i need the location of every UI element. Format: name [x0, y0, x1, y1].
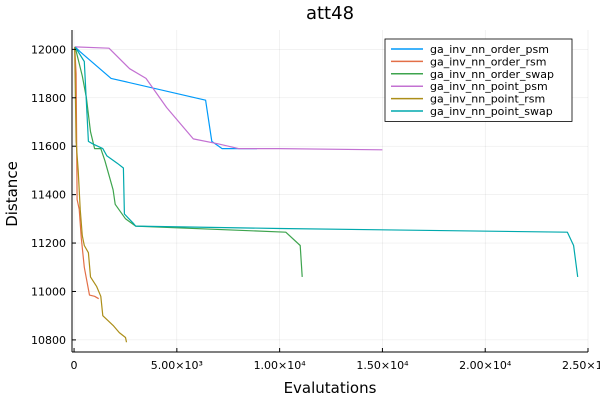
x-tick-label: 1.00×10⁴	[254, 359, 307, 372]
y-axis-label: Distance	[3, 161, 21, 227]
chart-title: att48	[306, 3, 354, 24]
legend-box	[384, 38, 573, 122]
series-line-ga_inv_nn_order_psm	[74, 46, 257, 150]
y-tick-label: 11200	[31, 237, 66, 250]
series-lines	[74, 46, 579, 343]
plot-frame	[71, 30, 588, 353]
x-axis-label: Evalutations	[284, 379, 377, 397]
y-tick-label: 11600	[31, 140, 66, 153]
series-line-ga_inv_nn_order_swap	[74, 46, 303, 277]
axis-ticks: 0 5.00×10³ 1.00×10⁴ 1.50×10⁴ 2.00×10⁴ 2.50×10…	[31, 43, 600, 372]
x-tick-label: 5.00×10³	[151, 359, 203, 372]
series-line-ga_inv_nn_order_rsm	[74, 46, 100, 300]
y-tick-label: 11000	[31, 285, 66, 298]
x-tick-label: 2.50×10⁴	[562, 359, 600, 372]
legend-label: ga_inv_nn_order_rsm	[430, 55, 547, 68]
legend-label: ga_inv_nn_order_psm	[430, 43, 549, 56]
legend: ga_inv_nn_order_psmga_inv_nn_order_rsmga…	[384, 38, 573, 122]
legend-label: ga_inv_nn_point_rsm	[430, 93, 545, 106]
x-tick-label: 1.50×10⁴	[356, 359, 409, 372]
y-tick-label: 11800	[31, 92, 66, 105]
x-tick-label: 0	[71, 359, 78, 372]
series-line-ga_inv_nn_point_swap	[74, 46, 579, 277]
y-tick-label: 10800	[31, 334, 66, 347]
legend-label: ga_inv_nn_point_swap	[430, 105, 553, 118]
series-line-ga_inv_nn_point_rsm	[74, 46, 128, 343]
y-tick-label: 12000	[31, 43, 66, 56]
legend-label: ga_inv_nn_point_psm	[430, 80, 548, 93]
legend-label: ga_inv_nn_order_swap	[430, 68, 554, 81]
series-line-ga_inv_nn_point_psm	[75, 46, 383, 151]
y-tick-label: 11400	[31, 189, 66, 202]
x-tick-label: 2.00×10⁴	[459, 359, 512, 372]
